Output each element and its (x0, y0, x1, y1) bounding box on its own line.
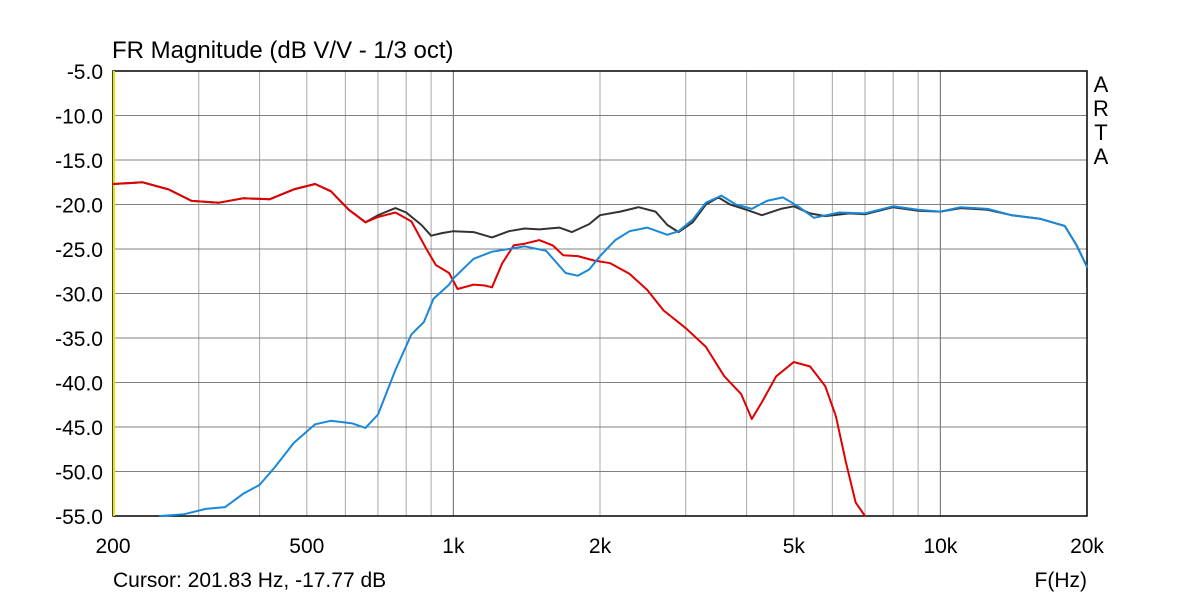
series-line-2 (112, 181, 866, 517)
x-tick-label: 5k (783, 535, 806, 558)
y-tick-label: -20.0 (55, 195, 103, 218)
y-tick-label: -50.0 (55, 462, 103, 485)
x-axis-label: F(Hz) (1035, 569, 1087, 592)
y-tick-label: -55.0 (55, 506, 103, 529)
watermark-letter: A (1094, 72, 1109, 97)
chart-title: FR Magnitude (dB V/V - 1/3 oct) (112, 37, 453, 64)
y-tick-label: -25.0 (55, 239, 103, 262)
x-axis-tick-labels: 200 500 1k 2k 5k 10k 20k (95, 535, 1104, 558)
cursor-readout: Cursor: 201.83 Hz, -17.77 dB (113, 569, 386, 592)
x-tick-label: 2k (589, 535, 612, 558)
y-tick-label: -30.0 (55, 284, 103, 307)
grid (113, 71, 1087, 516)
y-tick-label: -35.0 (55, 328, 103, 351)
watermark-letter: R (1093, 96, 1109, 121)
x-tick-label: 20k (1070, 535, 1104, 558)
series-line-3 (159, 194, 1088, 517)
watermark-letter: A (1094, 144, 1109, 169)
x-tick-label: 200 (95, 535, 130, 558)
plot-frame (112, 70, 1088, 517)
y-tick-label: -45.0 (55, 417, 103, 440)
y-tick-label: -15.0 (55, 150, 103, 173)
watermark-letter: T (1094, 120, 1107, 145)
x-tick-label: 10k (923, 535, 957, 558)
y-tick-label: -5.0 (67, 61, 103, 84)
x-tick-label: 500 (289, 535, 324, 558)
y-tick-label: -10.0 (55, 106, 103, 129)
y-tick-label: -40.0 (55, 373, 103, 396)
x-tick-label: 1k (442, 535, 465, 558)
y-axis-tick-labels: -5.0 -10.0 -15.0 -20.0 -25.0 -30.0 -35.0 -40.0 -… (55, 61, 103, 529)
series-layer (112, 181, 1088, 517)
